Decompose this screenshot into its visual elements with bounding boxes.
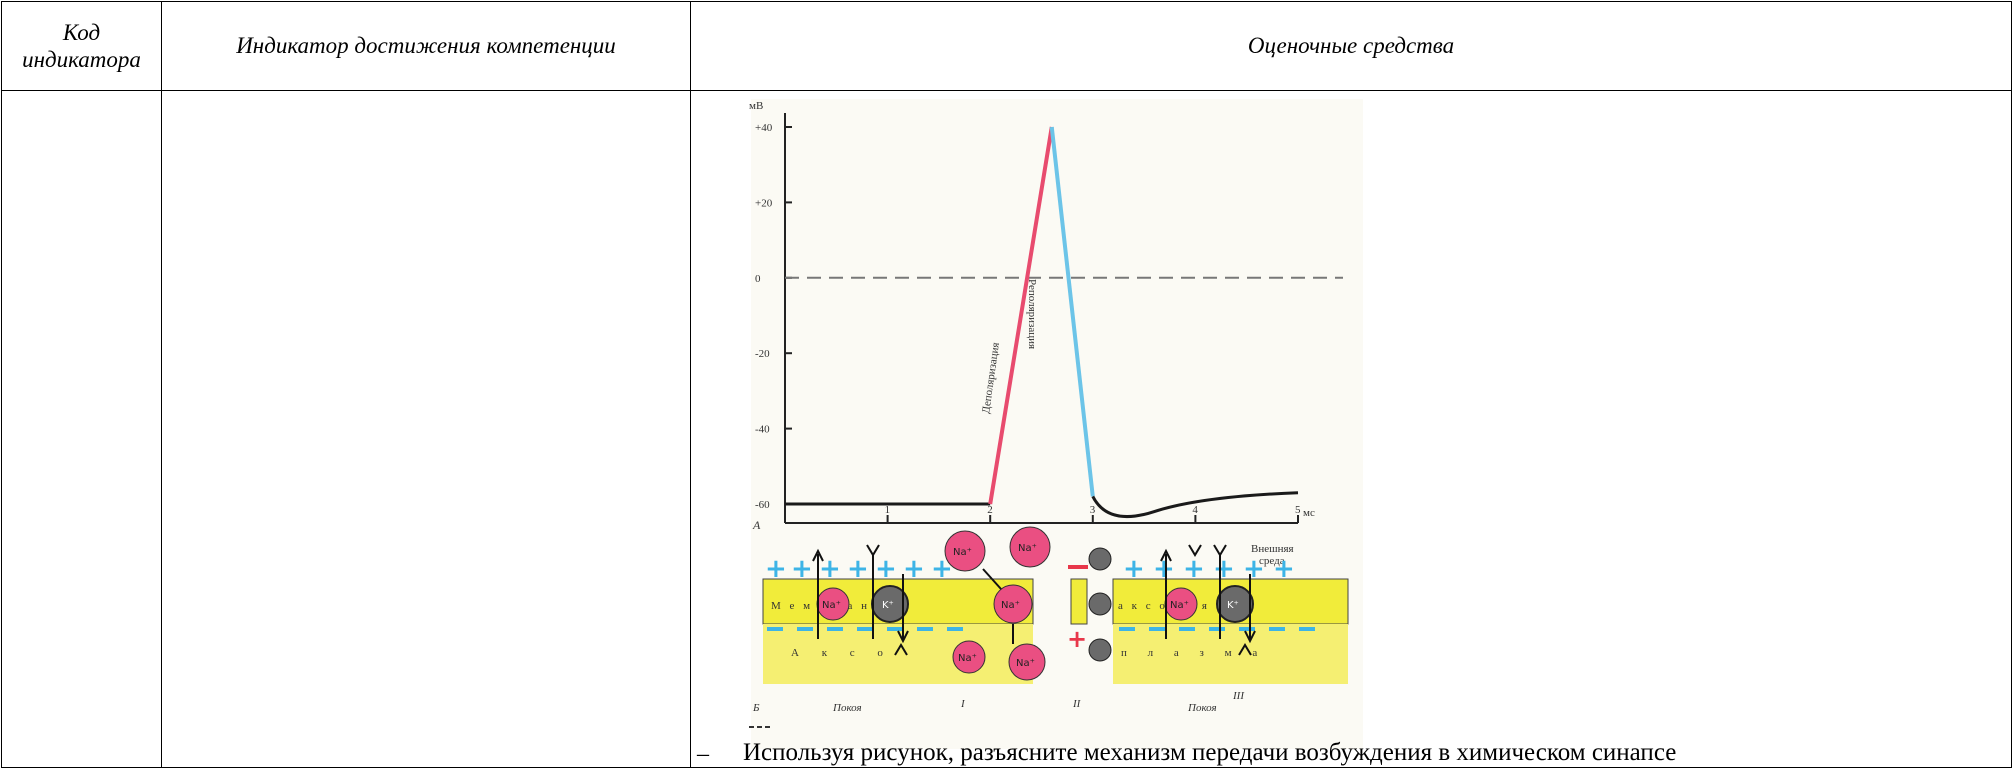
header-assessment: Оценочные средства: [690, 1, 2012, 91]
depolarization-line: [988, 126, 1054, 505]
x-ticks: 1 2 3 4 5: [885, 504, 1301, 523]
k-ion-label: K⁺: [1227, 600, 1239, 611]
y-tick-label: -40: [755, 424, 770, 436]
svg-text:+: +: [847, 554, 869, 584]
svg-text:+: +: [1153, 554, 1175, 584]
reversed-plus: +: [1067, 625, 1087, 653]
x-tick-label: 2: [987, 504, 993, 516]
k-ion: [1088, 547, 1112, 571]
y-tick-label: -60: [755, 499, 770, 511]
panel-b-label: Б: [752, 702, 760, 714]
cell-indicator: [161, 90, 691, 768]
svg-text:+: +: [791, 554, 813, 584]
rest-label-right: Покоя: [1187, 702, 1217, 714]
rest-label-left: Покоя: [832, 702, 862, 714]
header-indicator: Индикатор достижения компетенции: [161, 1, 691, 91]
header-code-line2: индикатора: [22, 47, 141, 72]
svg-text:+: +: [1183, 554, 1205, 584]
repolarization-line: [1049, 126, 1095, 497]
svg-text:+: +: [875, 554, 897, 584]
recovery-line: [1091, 491, 1299, 519]
axoplasm-text-left: А к с о: [791, 647, 893, 659]
svg-text:+: +: [819, 554, 841, 584]
na-ion-label: Na⁺: [1001, 600, 1020, 611]
y-tick-label: +40: [755, 122, 773, 134]
header-code: Код индикатора: [1, 1, 162, 91]
svg-text:+: +: [1243, 554, 1265, 584]
na-ion: [1009, 526, 1051, 568]
outer-env-label-2: среда: [1259, 555, 1285, 567]
header-code-line1: Код: [62, 20, 101, 45]
y-units: мВ: [749, 100, 763, 112]
list-dash: –: [697, 741, 709, 767]
svg-text:+: +: [1213, 554, 1235, 584]
roman-2: II: [1072, 698, 1082, 710]
x-tick-label: 5: [1295, 504, 1301, 516]
membrane-gap: [1070, 578, 1088, 625]
cell-code: [1, 90, 162, 768]
k-ion-label: K⁺: [882, 600, 894, 611]
na-ion: [1008, 643, 1046, 681]
na-ion-label: Na⁺: [1170, 600, 1189, 611]
na-ion-label: Na⁺: [953, 547, 972, 558]
na-ion-label: Na⁺: [958, 653, 977, 664]
na-ion-label: Na⁺: [1016, 658, 1035, 669]
axoplasm-text-right: п л а з м а: [1121, 647, 1266, 659]
axoplasm-right: [1113, 624, 1348, 684]
roman-3: III: [1232, 690, 1245, 702]
roman-1: I: [960, 698, 966, 710]
y-tick-label: 0: [755, 273, 761, 285]
svg-text:+: +: [1123, 554, 1145, 584]
x-tick-label: 4: [1192, 504, 1198, 516]
outer-charges: + + + + + + + + + + + + +: [765, 554, 1295, 584]
y-tick-label: +20: [755, 197, 773, 209]
flux-arrows: [812, 548, 1256, 644]
na-ion-label: Na⁺: [1018, 543, 1037, 554]
y-tick-label: -20: [755, 348, 770, 360]
x-units: мс: [1303, 507, 1315, 519]
header-row: Код индикатора Индикатор достижения комп…: [1, 1, 2012, 91]
question-row: – Используя рисунок, разъясните механизм…: [691, 737, 2011, 767]
x-tick-label: 3: [1090, 504, 1096, 516]
na-ion: [944, 530, 986, 572]
question-text: Используя рисунок, разъясните механизм п…: [743, 739, 1677, 766]
k-ion: [1088, 638, 1112, 662]
k-ion: [1088, 592, 1112, 616]
svg-text:+: +: [1273, 554, 1295, 584]
axoplasm-left: [763, 624, 1033, 684]
na-ion: [952, 640, 986, 674]
na-ion: [993, 584, 1033, 624]
outer-env-label-1: Внешняя: [1251, 543, 1294, 555]
repol-label: Реполяризация: [1026, 279, 1038, 349]
svg-text:+: +: [931, 554, 953, 584]
x-tick-label: 1: [885, 504, 891, 516]
k-ion: [1216, 585, 1254, 623]
panel-a-label: А: [752, 518, 761, 532]
receptor-marks: [866, 544, 1252, 656]
na-ion-label: Na⁺: [822, 600, 841, 611]
svg-text:+: +: [765, 554, 787, 584]
svg-text:+: +: [903, 554, 925, 584]
